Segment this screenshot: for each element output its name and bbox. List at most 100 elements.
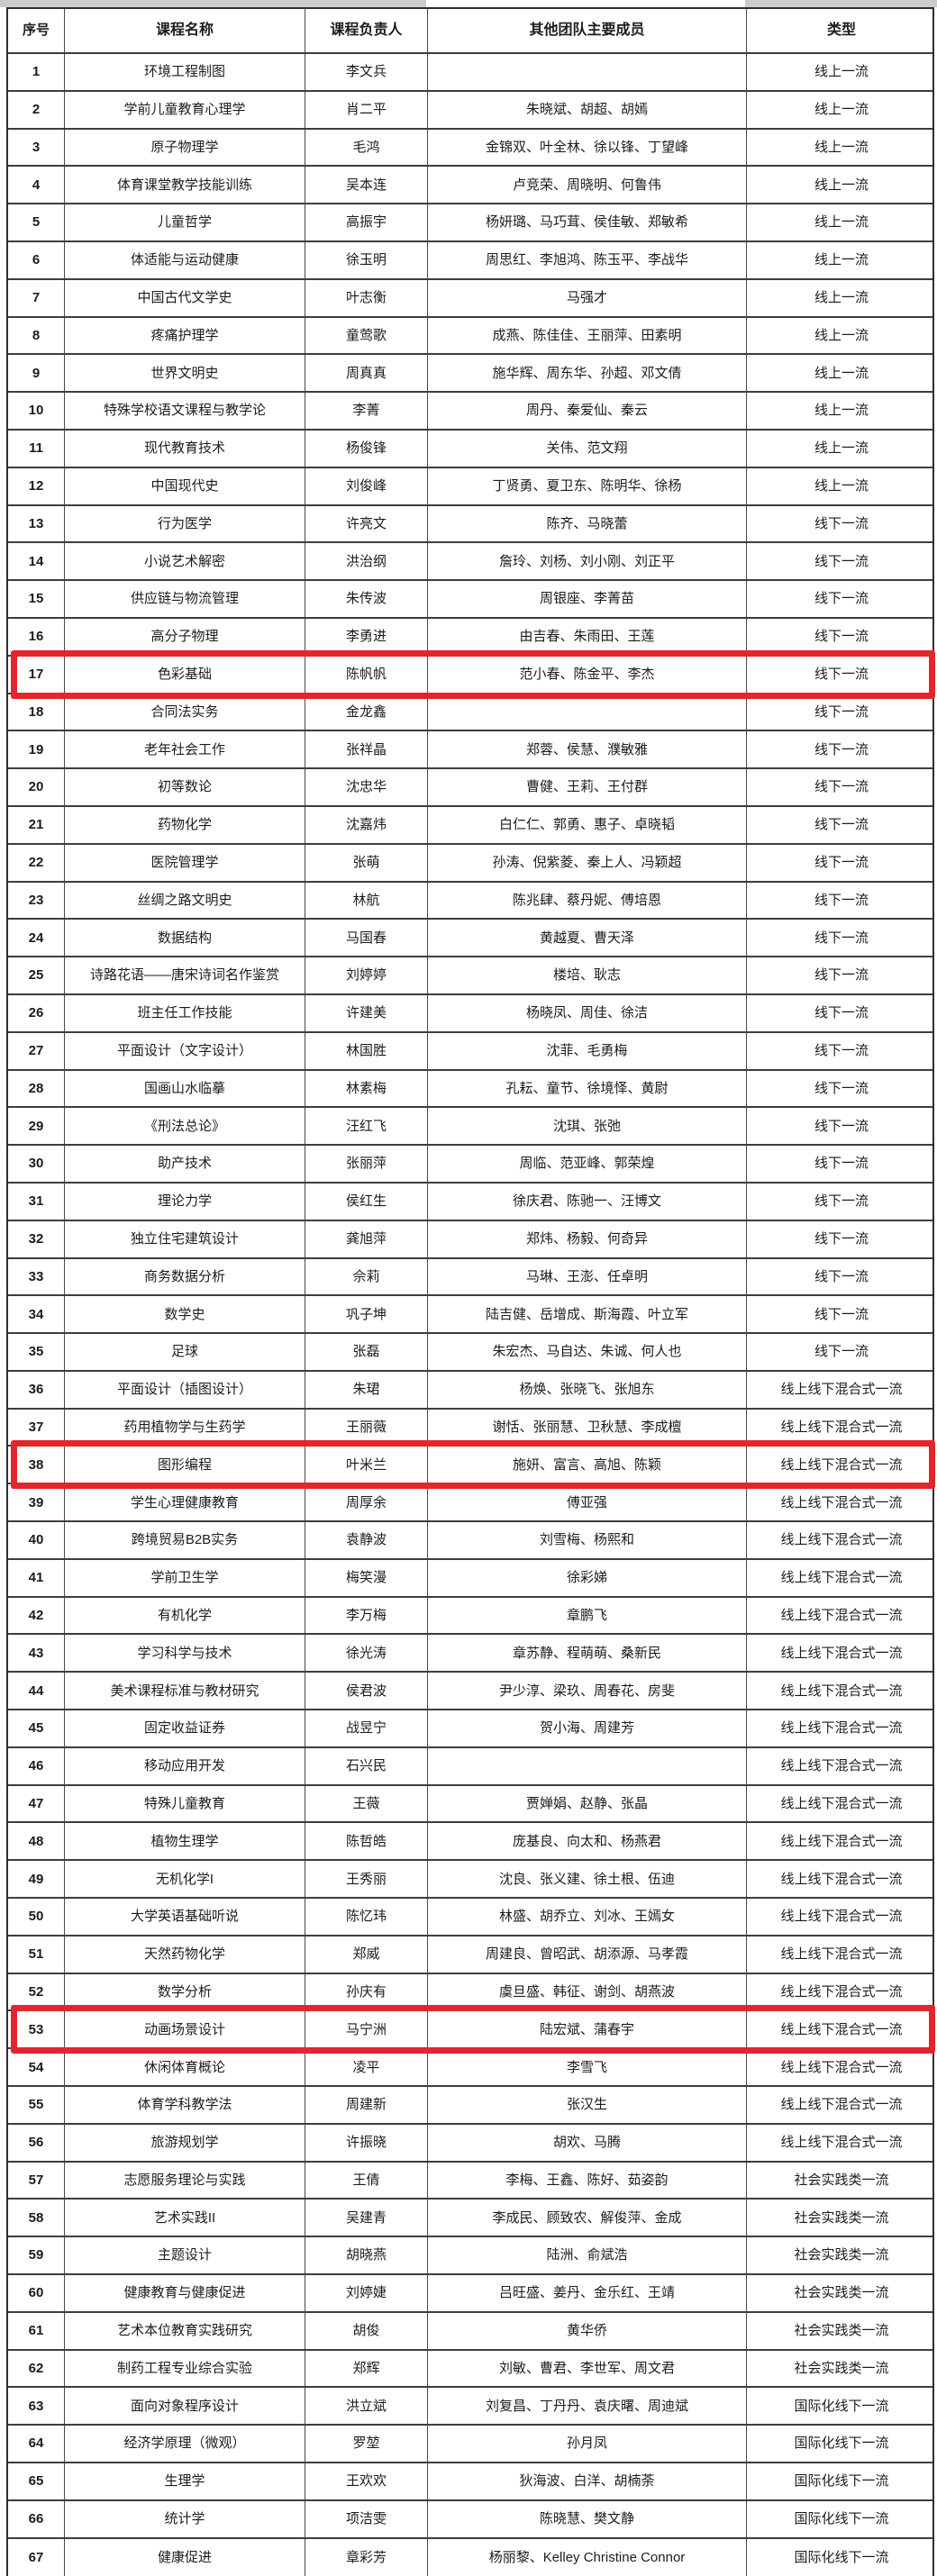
course-name-cell: 天然药物化学 [65, 1936, 305, 1973]
row-number-cell: 6 [8, 241, 65, 278]
type-cell: 线上线下混合式一流 [780, 1456, 903, 1473]
table-row: 19 老年社会工作 张祥晶 郑蓉、侯慧、濮敏雅 线下一流 [8, 731, 932, 770]
table-body: 1 环境工程制图 李文兵 线上一流 2 学前儿童教育心理学 肖二平 朱晓斌、胡超… [8, 54, 935, 2576]
leader-cell: 许亮文 [305, 505, 428, 542]
course-name-cell: 休闲体育概论 [65, 2049, 305, 2086]
members-cell: 成燕、陈佳佳、王丽萍、田素明 [428, 317, 747, 354]
type-cell: 线上一流 [814, 177, 869, 193]
leader-cell: 沈嘉炜 [305, 806, 428, 843]
table-row: 4 体育课堂教学技能训练 吴本连 卢竞荣、周晓明、何鲁伟 线上一流 [8, 167, 932, 205]
header-cell-number: 序号 [8, 9, 65, 52]
leader-cell: 侯君波 [305, 1673, 428, 1710]
leader-cell: 刘婷婷 [305, 957, 428, 993]
table-row: 5 儿童哲学 高振宇 杨妍璐、马巧茸、侯佳敏、郑敏希 线上一流 [8, 204, 932, 242]
members-cell: 章鹏飞 [428, 1597, 747, 1634]
members-cell: 施妍、富言、高旭、陈颖 [428, 1447, 747, 1483]
row-number-cell: 13 [8, 505, 65, 542]
type-cell: 社会实践类一流 [794, 2323, 889, 2339]
leader-cell: 王丽薇 [305, 1409, 428, 1446]
row-number-cell: 2 [8, 91, 65, 128]
course-name-cell: 丝绸之路文明史 [65, 882, 305, 919]
row-number-cell: 64 [8, 2426, 65, 2462]
course-name-cell: 健康教育与健康促进 [65, 2275, 305, 2311]
row-number-cell: 38 [8, 1447, 65, 1483]
type-cell: 线上一流 [814, 478, 869, 494]
row-number-cell: 17 [8, 656, 65, 693]
type-cell: 线上线下混合式一流 [780, 1946, 903, 1963]
leader-cell: 李菁 [305, 393, 428, 429]
course-name-cell: 固定收益证券 [65, 1710, 305, 1746]
leader-cell: 张萌 [305, 844, 428, 881]
leader-cell: 洪立斌 [305, 2388, 428, 2425]
type-cell: 社会实践类一流 [794, 2360, 889, 2376]
members-cell: 黄越夏、曹天泽 [428, 920, 747, 957]
members-cell: 周思红、李旭鸿、陈玉平、李战华 [428, 241, 747, 278]
row-number-cell: 60 [8, 2275, 65, 2311]
table-row: 35 足球 张磊 朱宏杰、马自达、朱诚、何人也 线下一流 [8, 1334, 932, 1372]
leader-cell: 郑辉 [305, 2350, 428, 2387]
course-name-cell: 面向对象程序设计 [65, 2388, 305, 2425]
leader-cell: 陈哲皓 [305, 1823, 428, 1860]
table-row: 41 学前卫生学 梅笑漫 徐彩娣 线上线下混合式一流 [8, 1559, 932, 1598]
leader-cell: 沈忠华 [305, 769, 428, 805]
members-cell: 范小春、陈金平、李杰 [428, 656, 747, 693]
row-number-cell: 62 [8, 2350, 65, 2387]
leader-cell: 胡俊 [305, 2312, 428, 2349]
table-row: 1 环境工程制图 李文兵 线上一流 [8, 54, 932, 92]
course-name-cell: 美术课程标准与教材研究 [65, 1673, 305, 1710]
course-name-cell: 商务数据分析 [65, 1258, 305, 1295]
members-cell: 关伟、范文翔 [428, 430, 747, 467]
leader-cell: 刘俊峰 [305, 467, 428, 504]
table-header-row: 序号 课程名称 课程负责人 其他团队主要成员 类型 [8, 9, 932, 54]
type-cell: 线下一流 [814, 817, 869, 833]
leader-cell: 叶志衡 [305, 279, 428, 316]
type-cell: 线上一流 [814, 403, 869, 419]
row-number-cell: 67 [8, 2538, 65, 2576]
table-row: 16 高分子物理 李勇进 由吉春、朱雨田、王莲 线下一流 [8, 618, 932, 657]
type-cell: 国际化线下一流 [794, 2549, 889, 2565]
leader-cell: 陈帆帆 [305, 656, 428, 693]
members-cell: 沈琪、张弛 [428, 1108, 747, 1145]
header-cell-course: 课程名称 [65, 9, 305, 52]
leader-cell: 林素梅 [305, 1070, 428, 1107]
leader-cell: 洪治纲 [305, 543, 428, 580]
course-name-cell: 足球 [65, 1334, 305, 1370]
table-row: 27 平面设计（文字设计） 林国胜 沈菲、毛勇梅 线下一流 [8, 1032, 932, 1071]
course-name-cell: 助产技术 [65, 1146, 305, 1182]
course-name-cell: 特殊儿童教育 [65, 1785, 305, 1822]
type-cell: 线下一流 [814, 667, 869, 683]
type-cell: 线下一流 [814, 629, 869, 645]
row-number-cell: 48 [8, 1823, 65, 1860]
leader-cell: 郑威 [305, 1936, 428, 1973]
members-cell: 李成民、顾致农、解俊萍、金成 [428, 2200, 747, 2236]
members-cell: 杨妍璐、马巧茸、侯佳敏、郑敏希 [428, 204, 747, 240]
leader-cell: 章彩芳 [305, 2538, 428, 2576]
members-cell: 朱宏杰、马自达、朱诚、何人也 [428, 1334, 747, 1370]
row-number-cell: 32 [8, 1220, 65, 1257]
course-name-cell: 学前卫生学 [65, 1559, 305, 1596]
course-name-cell: 中国现代史 [65, 467, 305, 504]
members-cell: 徐庆君、陈驰一、汪博文 [428, 1183, 747, 1220]
type-cell: 国际化线下一流 [794, 2398, 889, 2414]
members-cell: 傅亚强 [428, 1484, 747, 1521]
leader-cell: 李万梅 [305, 1597, 428, 1634]
table-row: 3 原子物理学 毛鸿 金锦双、叶全林、徐以锋、丁望峰 线上一流 [8, 129, 932, 168]
members-cell [428, 1747, 747, 1784]
leader-cell: 王倩 [305, 2162, 428, 2199]
table-row: 59 主题设计 胡晓燕 陆洲、俞斌浩 社会实践类一流 [8, 2237, 932, 2276]
members-cell: 刘复昌、丁丹丹、袁庆曙、周迪斌 [428, 2388, 747, 2425]
type-cell: 线上一流 [814, 139, 869, 155]
members-cell: 楼培、耿志 [428, 957, 747, 993]
type-cell: 线上线下混合式一流 [780, 1983, 903, 2000]
table-row: 7 中国古代文学史 叶志衡 马强才 线上一流 [8, 279, 932, 318]
table-row: 42 有机化学 李万梅 章鹏飞 线上线下混合式一流 [8, 1597, 932, 1636]
course-name-cell: 统计学 [65, 2500, 305, 2537]
table-row: 21 药物化学 沈嘉炜 白仁仁、郭勇、惠子、卓晓韬 线下一流 [8, 806, 932, 845]
row-number-cell: 36 [8, 1371, 65, 1408]
leader-cell: 马国春 [305, 920, 428, 957]
leader-cell: 高振宇 [305, 204, 428, 240]
course-name-cell: 经济学原理（微观） [65, 2426, 305, 2462]
leader-cell: 巩子坤 [305, 1296, 428, 1333]
leader-cell: 王欢欢 [305, 2463, 428, 2499]
leader-cell: 周真真 [305, 355, 428, 392]
